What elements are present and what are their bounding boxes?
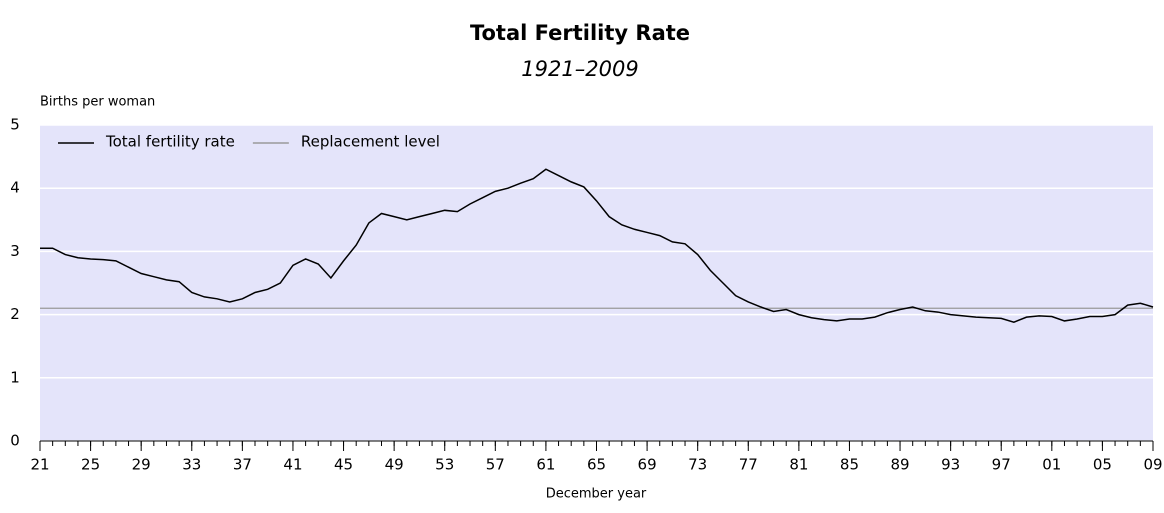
legend-label: Total fertility rate: [105, 133, 235, 151]
x-tick-label: 05: [1093, 456, 1112, 474]
x-tick-label: 25: [81, 456, 100, 474]
x-tick-label: 61: [536, 456, 555, 474]
y-tick-label: 2: [10, 305, 20, 323]
x-tick-label: 45: [334, 456, 353, 474]
y-tick-label: 4: [10, 179, 20, 197]
x-tick-label: 89: [890, 456, 909, 474]
x-tick-label: 37: [233, 456, 252, 474]
x-tick-label: 01: [1042, 456, 1061, 474]
x-axis-label: December year: [546, 487, 647, 502]
x-tick-label: 93: [941, 456, 960, 474]
x-tick-label: 69: [638, 456, 657, 474]
y-tick-label: 5: [10, 116, 20, 134]
y-axis-label: Births per woman: [40, 95, 155, 110]
x-tick-label: 33: [182, 456, 201, 474]
x-tick-label: 49: [385, 456, 404, 474]
x-tick-label: 85: [840, 456, 859, 474]
plot-background: [40, 125, 1153, 441]
x-tick-label: 57: [486, 456, 505, 474]
x-tick-label: 81: [789, 456, 808, 474]
y-tick-label: 1: [10, 368, 20, 386]
series-line: [40, 168, 1154, 323]
x-tick-label: 65: [587, 456, 606, 474]
x-tick-label: 73: [688, 456, 707, 474]
y-tick-label: 3: [10, 242, 20, 260]
x-tick-label: 09: [1143, 456, 1162, 474]
x-tick-label: 29: [132, 456, 151, 474]
y-tick-label: 0: [10, 432, 20, 450]
x-tick-label: 97: [992, 456, 1011, 474]
x-tick-label: 41: [283, 456, 302, 474]
legend-label: Replacement level: [301, 133, 440, 151]
x-tick-label: 53: [435, 456, 454, 474]
x-tick-label: 21: [30, 456, 49, 474]
chart-title: Total Fertility Rate: [470, 21, 690, 45]
chart-subtitle: 1921–2009: [521, 57, 638, 81]
x-tick-label: 77: [739, 456, 758, 474]
